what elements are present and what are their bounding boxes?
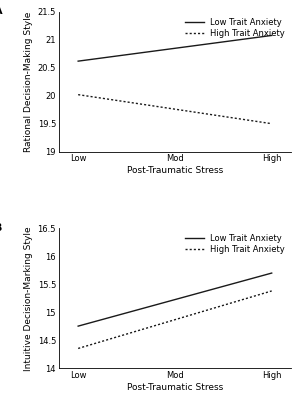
Legend: Low Trait Anxiety, High Trait Anxiety: Low Trait Anxiety, High Trait Anxiety [184, 232, 287, 256]
Legend: Low Trait Anxiety, High Trait Anxiety: Low Trait Anxiety, High Trait Anxiety [184, 16, 287, 40]
X-axis label: Post-Traumatic Stress: Post-Traumatic Stress [127, 382, 223, 392]
Y-axis label: Rational Decision-Making Style: Rational Decision-Making Style [24, 12, 34, 152]
Text: B: B [0, 223, 2, 233]
Y-axis label: Intuitive Decision-Marking Style: Intuitive Decision-Marking Style [24, 226, 33, 370]
Text: A: A [0, 6, 2, 16]
X-axis label: Post-Traumatic Stress: Post-Traumatic Stress [127, 166, 223, 175]
